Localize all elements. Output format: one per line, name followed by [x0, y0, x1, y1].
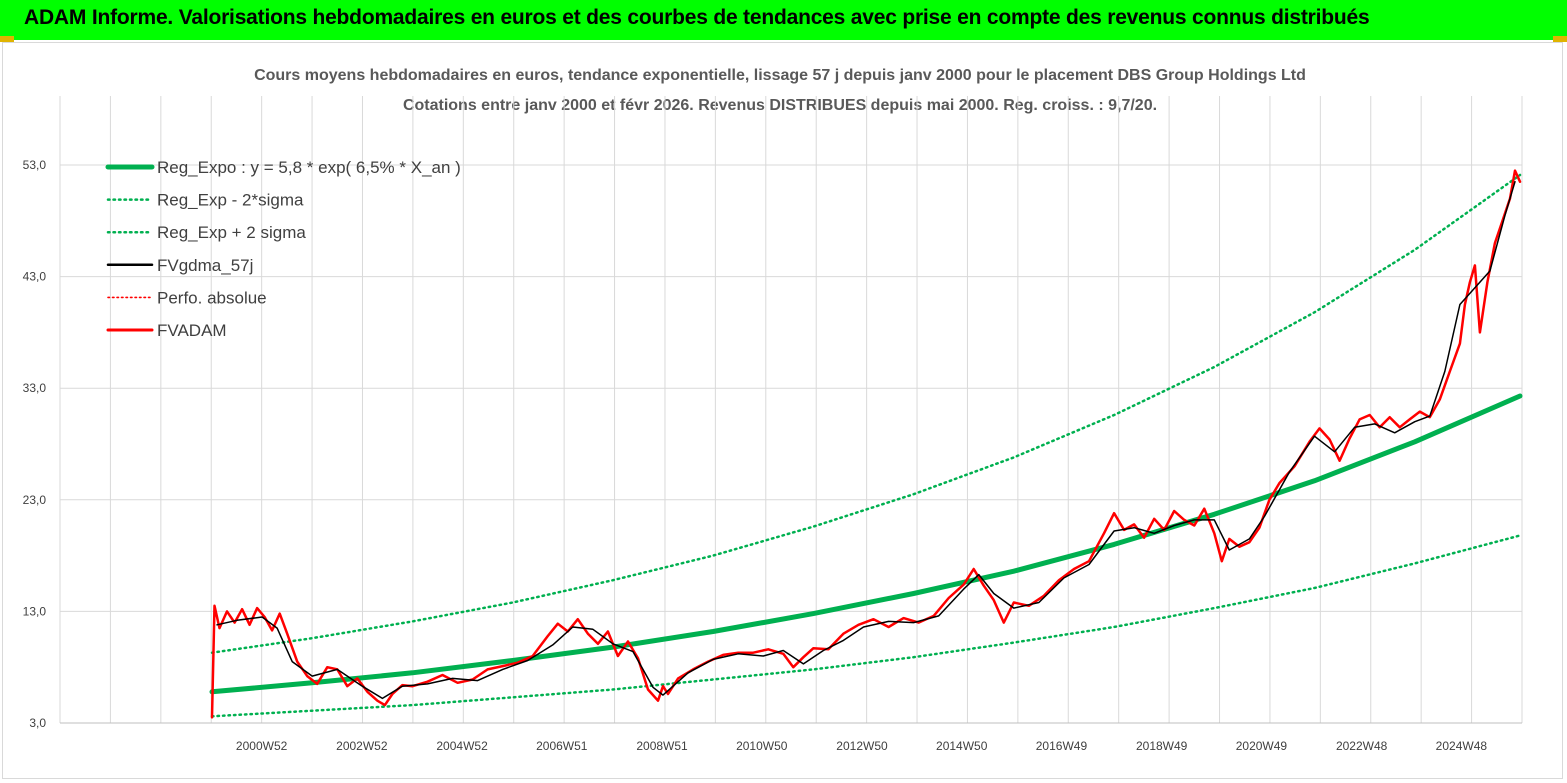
x-tick-label: 2000W52 — [236, 739, 288, 753]
x-tick-label: 2010W50 — [736, 739, 788, 753]
y-tick-label: 13,0 — [23, 604, 47, 618]
x-tick-label: 2006W51 — [536, 739, 588, 753]
x-tick-label: 2018W49 — [1136, 739, 1188, 753]
series-line-1 — [210, 534, 1522, 718]
x-tick-label: 2016W49 — [1036, 739, 1088, 753]
series-line-2 — [210, 173, 1522, 654]
y-tick-label: 3,0 — [29, 716, 46, 730]
chart-title: Cours moyens hebdomadaires en euros, ten… — [254, 67, 1306, 84]
banner-left-marker — [0, 36, 14, 42]
x-tick-label: 2020W49 — [1236, 739, 1288, 753]
legend-label: Reg_Exp - 2*sigma — [157, 191, 304, 210]
x-tick-label: 2008W51 — [636, 739, 688, 753]
legend-label: FVADAM — [157, 321, 227, 340]
y-tick-label: 33,0 — [23, 381, 47, 395]
chart-subtitle: Cotations entre janv 2000 et févr 2026. … — [403, 97, 1157, 114]
x-tick-label: 2002W52 — [336, 739, 388, 753]
x-tick-label: 2004W52 — [436, 739, 488, 753]
x-tick-label: 2022W48 — [1336, 739, 1388, 753]
y-tick-label: 53,0 — [23, 158, 47, 172]
x-axis: 2000W52 2002W52 2004W52 2006W51 2008W51 2010W… — [236, 739, 1487, 753]
report-banner: ADAM Informe. Valorisations hebdomadaire… — [0, 0, 1567, 40]
legend-label: FVgdma_57j — [157, 256, 253, 275]
legend-label: Reg_Exp + 2 sigma — [157, 223, 306, 242]
legend-label: Perfo. absolue — [157, 288, 267, 307]
legend-label: Reg_Expo : y = 5,8 * exp( 6,5% * X_an ) — [157, 158, 461, 177]
x-tick-label: 2012W50 — [836, 739, 888, 753]
y-tick-label: 43,0 — [23, 270, 47, 284]
gridlines — [59, 96, 1523, 724]
x-tick-label: 2024W48 — [1436, 739, 1488, 753]
series-layer — [209, 169, 1523, 719]
banner-right-marker — [1553, 36, 1567, 42]
legend: Reg_Expo : y = 5,8 * exp( 6,5% * X_an ) R… — [105, 158, 461, 340]
x-tick-label: 2014W50 — [936, 739, 988, 753]
chart-frame — [2, 42, 1563, 779]
report-banner-title: ADAM Informe. Valorisations hebdomadaire… — [24, 6, 1370, 29]
series-line-3 — [216, 180, 1516, 700]
series-line-0 — [209, 393, 1523, 695]
y-axis: 53,0 43,0 33,0 23,0 13,0 3,0 — [23, 158, 47, 730]
y-tick-label: 23,0 — [23, 493, 47, 507]
